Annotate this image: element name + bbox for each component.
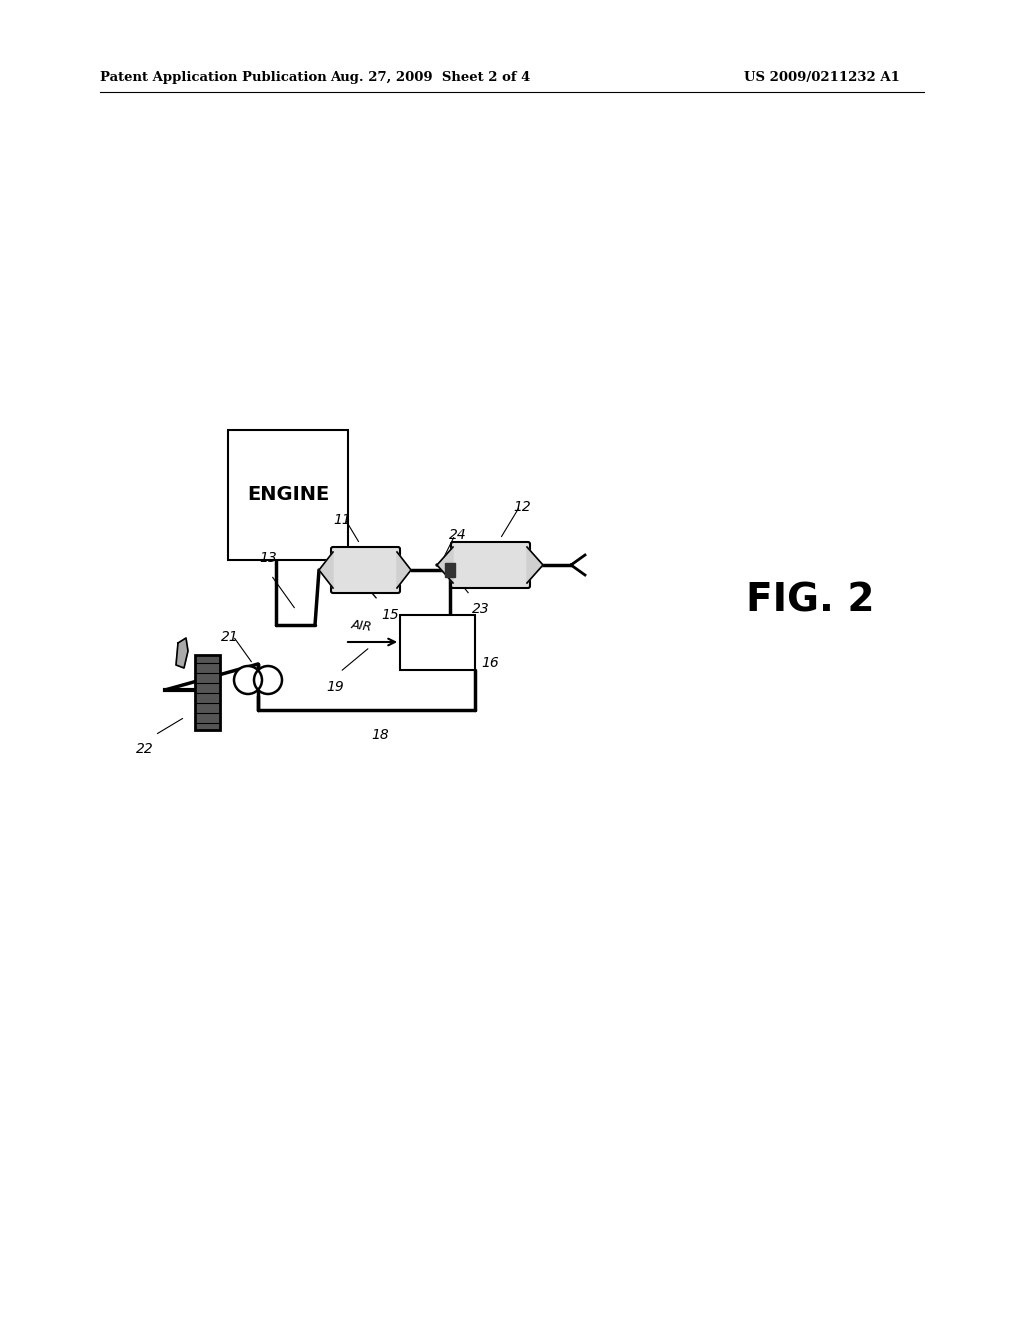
Text: 11: 11 (333, 513, 351, 527)
Text: 16: 16 (481, 656, 499, 671)
Text: 18: 18 (371, 729, 389, 742)
Polygon shape (445, 564, 455, 577)
Bar (228, 430, 348, 560)
Text: 21: 21 (221, 630, 239, 644)
Text: US 2009/0211232 A1: US 2009/0211232 A1 (744, 71, 900, 84)
Text: ENGINE: ENGINE (247, 486, 329, 504)
Polygon shape (437, 546, 453, 583)
Text: 23: 23 (472, 602, 489, 616)
Polygon shape (527, 546, 543, 583)
Text: 22: 22 (136, 742, 154, 756)
Circle shape (254, 667, 282, 694)
FancyBboxPatch shape (451, 543, 530, 587)
Bar (195, 655, 220, 730)
Text: 19: 19 (326, 680, 344, 694)
Text: FIG. 2: FIG. 2 (745, 581, 874, 619)
Polygon shape (397, 552, 411, 587)
Polygon shape (319, 552, 333, 587)
Text: Patent Application Publication: Patent Application Publication (100, 71, 327, 84)
Circle shape (234, 667, 262, 694)
FancyBboxPatch shape (331, 546, 400, 593)
Text: 15: 15 (381, 609, 398, 622)
Text: 12: 12 (513, 500, 530, 513)
Polygon shape (176, 638, 188, 668)
Text: AIR: AIR (350, 618, 373, 634)
Text: Aug. 27, 2009  Sheet 2 of 4: Aug. 27, 2009 Sheet 2 of 4 (330, 71, 530, 84)
Text: 13: 13 (259, 550, 276, 565)
Text: 24: 24 (450, 528, 467, 543)
Bar (400, 615, 475, 671)
